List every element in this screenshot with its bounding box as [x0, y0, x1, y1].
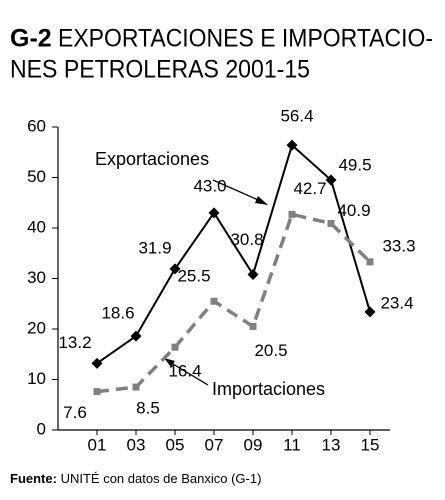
- data-label: 30.8: [230, 230, 263, 249]
- data-label: 8.5: [136, 399, 160, 418]
- chart-title-line: NES PETROLERAS 2001-15: [10, 56, 310, 84]
- x-tick-label: 11: [283, 435, 301, 454]
- y-tick-label: 50: [27, 167, 46, 186]
- series-line: [96, 212, 372, 394]
- marker: [247, 268, 259, 280]
- chart-title-prefix: G-2: [10, 25, 52, 53]
- source: Fuente: UNITÉ con datos de Banxico (G-1): [10, 471, 261, 486]
- data-label: 13.2: [58, 333, 91, 352]
- arrow-head: [255, 196, 268, 205]
- marker: [93, 388, 101, 396]
- y-tick-label: 60: [27, 116, 46, 135]
- x-tick-label: 05: [166, 435, 185, 454]
- y-tick-label: 10: [27, 369, 46, 388]
- x-tick-label: 15: [361, 435, 380, 454]
- data-label: 16.4: [168, 362, 201, 381]
- x-tick-label: 13: [322, 435, 341, 454]
- series-line: [96, 143, 371, 365]
- data-label: 49.5: [338, 156, 371, 175]
- data-label: 7.6: [63, 403, 87, 422]
- marker: [288, 210, 296, 218]
- marker: [169, 263, 181, 275]
- marker: [364, 306, 376, 318]
- y-tick-label: 40: [27, 217, 46, 236]
- data-label: 33.3: [382, 236, 415, 255]
- marker: [325, 174, 337, 186]
- marker: [130, 330, 142, 342]
- data-label: 23.4: [380, 293, 413, 312]
- annotation: Importaciones: [212, 379, 325, 399]
- marker: [171, 343, 179, 351]
- data-label: 31.9: [138, 238, 171, 257]
- annotation-arrow: [212, 179, 266, 204]
- chart-title-line: EXPORTACIONES E IMPORTACIO-: [58, 25, 433, 53]
- marker: [249, 322, 257, 330]
- marker: [366, 258, 374, 266]
- annotation-arrow: [167, 360, 209, 386]
- marker: [327, 219, 335, 227]
- marker: [208, 207, 220, 219]
- data-label: 42.7: [293, 179, 326, 198]
- y-tick-label: 0: [37, 419, 46, 438]
- data-label: 56.4: [280, 107, 313, 126]
- x-tick-label: 01: [88, 435, 107, 454]
- marker: [91, 357, 103, 369]
- marker: [132, 383, 140, 391]
- data-label: 40.9: [337, 201, 370, 220]
- annotation: Exportaciones: [95, 149, 209, 169]
- data-label: 18.6: [101, 304, 134, 323]
- data-label: 25.5: [177, 267, 210, 286]
- y-tick-label: 20: [27, 318, 46, 337]
- marker: [210, 297, 218, 305]
- x-tick-label: 09: [244, 435, 263, 454]
- data-label: 43.0: [193, 176, 226, 195]
- x-tick-label: 07: [205, 435, 224, 454]
- source-text: UNITÉ con datos de Banxico (G-1): [61, 471, 262, 486]
- source-label: Fuente:: [10, 471, 57, 486]
- x-tick-label: 03: [127, 435, 146, 454]
- arrow-head: [164, 358, 175, 367]
- data-label: 20.5: [254, 341, 287, 360]
- y-tick-label: 30: [27, 268, 46, 287]
- marker: [286, 139, 298, 151]
